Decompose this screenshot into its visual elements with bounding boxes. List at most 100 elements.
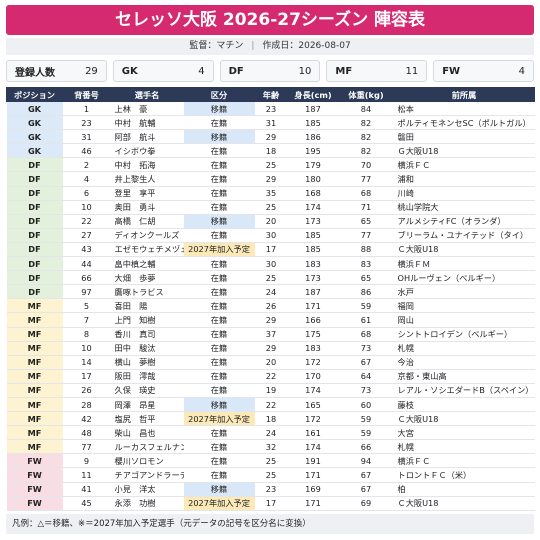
cell: 45 xyxy=(62,496,111,511)
cell: 小見 洋太 xyxy=(110,482,184,497)
cell: 横浜ＦＣ xyxy=(393,157,535,173)
summary-box: MF 11 xyxy=(326,60,428,82)
cell: 48 xyxy=(62,425,111,441)
cell: 86 xyxy=(338,284,394,300)
cell: 移籍 xyxy=(183,101,255,117)
cell: 18 xyxy=(254,143,288,159)
cell: 上門 知樹 xyxy=(110,312,184,328)
cell: 6 xyxy=(62,186,111,201)
table-row: MF 8 香川 真司 在籍 37 175 68 シントトロイデン（ベルギー） xyxy=(6,327,535,342)
table-row: GK 23 中村 航輔 在籍 31 185 82 ポルティモネンセSC（ポルトガル） xyxy=(6,115,535,131)
column-header: ポジション xyxy=(6,87,63,102)
cell: 46 xyxy=(62,143,111,159)
cell: 田中 駿汰 xyxy=(110,341,184,356)
cell: 32 xyxy=(254,439,288,455)
cell: 59 xyxy=(338,425,394,441)
cell: DF xyxy=(6,256,63,272)
cell: 31 xyxy=(62,129,111,145)
cell: 42 xyxy=(62,411,111,427)
cell: 60 xyxy=(338,397,394,413)
cell: 73 xyxy=(338,341,394,356)
cell: 195 xyxy=(287,143,339,159)
cell: OHルーヴェン（ベルギー） xyxy=(393,270,535,286)
cell: 68 xyxy=(338,327,394,342)
cell: 大畑 歩夢 xyxy=(110,270,184,286)
cell: 札幌 xyxy=(393,341,535,356)
cell: 10 xyxy=(62,200,111,215)
cell: 20 xyxy=(254,214,288,229)
cell: 在籍 xyxy=(183,115,255,131)
cell: 岡山 xyxy=(393,312,535,328)
cell: 1 xyxy=(62,101,111,117)
cell: 175 xyxy=(287,327,339,342)
cell: 移籍 xyxy=(183,129,255,145)
table-row: DF 22 高橋 仁胡 移籍 20 173 65 アルメシティFC（オランダ） xyxy=(6,214,535,229)
cell: 67 xyxy=(338,467,394,483)
cell: 77 xyxy=(338,171,394,187)
cell: 上林 豪 xyxy=(110,101,184,117)
cell: 29 xyxy=(254,129,288,145)
cell: 183 xyxy=(287,256,339,272)
cell: 24 xyxy=(254,284,288,300)
summary-label: GK xyxy=(121,65,138,77)
summary-box: DF 10 xyxy=(219,60,321,82)
cell: 31 xyxy=(254,115,288,131)
cell: 23 xyxy=(62,115,111,131)
cell: 180 xyxy=(287,171,339,187)
cell: GK xyxy=(6,129,63,145)
cell: 登里 享平 xyxy=(110,186,184,201)
cell: 桃山学院大 xyxy=(393,200,535,215)
table-row: DF 97 鷹啄トラビス 在籍 24 187 86 水戸 xyxy=(6,284,535,300)
cell: 165 xyxy=(287,397,339,413)
cell: 阿部 航斗 xyxy=(110,129,184,145)
cell: 水戸 xyxy=(393,284,535,300)
title: セレッソ大阪 2026-27シーズン 陣容表 xyxy=(6,5,534,35)
cell: 88 xyxy=(338,242,394,258)
created-date: 作成日：2026-08-07 xyxy=(262,41,351,51)
cell: 97 xyxy=(62,284,111,300)
cell: 77 xyxy=(62,439,111,455)
column-header: 前所属 xyxy=(393,87,535,102)
cell: 187 xyxy=(287,284,339,300)
cell: 67 xyxy=(338,355,394,370)
cell: 183 xyxy=(287,341,339,356)
cell: MF xyxy=(6,425,63,441)
cell: 172 xyxy=(287,355,339,370)
cell: 在籍 xyxy=(183,256,255,272)
cell: 阪田 澪哉 xyxy=(110,369,184,384)
cell: 移籍 xyxy=(183,397,255,413)
cell: 2027年加入予定 xyxy=(183,496,255,511)
cell: FW xyxy=(6,482,63,497)
cell: アルメシティFC（オランダ） xyxy=(393,214,535,229)
cell: 174 xyxy=(287,200,339,215)
column-header: 身長(cm) xyxy=(287,87,339,102)
summary: 登録人数 29 GK 4 DF 10 MF 11 FW 4 xyxy=(6,60,534,82)
table-row: DF 10 奥田 勇斗 在籍 25 174 71 桃山学院大 xyxy=(6,200,535,215)
cell: FW xyxy=(6,467,63,483)
cell: 永添 功樹 xyxy=(110,496,184,511)
cell: 69 xyxy=(338,496,394,511)
table-row: FW 45 永添 功樹 2027年加入予定 17 171 69 Ｃ大阪U18 xyxy=(6,496,535,511)
cell: 浦和 xyxy=(393,171,535,187)
table-row: GK 1 上林 豪移籍 23 187 84 松本 xyxy=(6,101,535,117)
cell: 30 xyxy=(254,256,288,272)
cell: 171 xyxy=(287,496,339,511)
cell: 25 xyxy=(254,270,288,286)
cell: 67 xyxy=(338,482,394,497)
cell: 4 xyxy=(62,171,111,187)
cell: 25 xyxy=(254,200,288,215)
cell: 26 xyxy=(62,383,111,398)
cell: 久保 瑛史 xyxy=(110,383,184,398)
summary-label: FW xyxy=(442,65,461,77)
cell: 173 xyxy=(287,214,339,229)
summary-label: 登録人数 xyxy=(15,67,55,79)
cell: 73 xyxy=(338,383,394,398)
cell: GK xyxy=(6,115,63,131)
cell: 68 xyxy=(338,186,394,201)
cell: DF xyxy=(6,171,63,187)
cell: 移籍 xyxy=(183,214,255,229)
cell: 在籍 xyxy=(183,171,255,187)
column-header: 体重(kg) xyxy=(338,87,394,102)
cell: 在籍 xyxy=(183,298,255,314)
